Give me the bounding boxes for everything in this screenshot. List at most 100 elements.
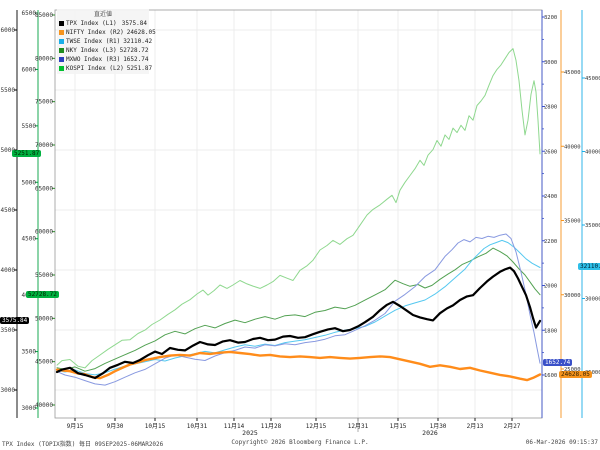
axis-tick-label: 80000 [35, 55, 53, 62]
axis-tick-label: 5000 [1, 147, 16, 154]
axis-tick-label: 3000 [22, 405, 37, 412]
legend-swatch-icon [59, 30, 64, 35]
series-line-twse [56, 239, 541, 376]
axis-tick-label: 25000 [585, 370, 600, 376]
footer-copyright: Copyright© 2026 Bloomberg Finance L.P. [231, 439, 369, 446]
x-tick-label: 10月15 [144, 423, 166, 430]
last-value-badge-twse: 32110.42 [578, 263, 600, 270]
legend-item-label: KOSPI Index (L2) [66, 65, 124, 72]
legend-swatch-icon [59, 57, 64, 62]
axis-L2: 30003500400045005000550060006500 [22, 10, 39, 418]
series-line-tpx [55, 266, 542, 380]
last-value-badge-mxwo: 1652.74 [543, 359, 573, 366]
axis-tick-label: 45000 [564, 70, 581, 76]
x-tick-label: 11月14 [223, 423, 245, 430]
axis-tick-label: 4000 [1, 267, 16, 274]
x-tick-label: 11月28 [260, 423, 282, 430]
last-value-badge-nifty: 24628.05 [559, 371, 592, 378]
legend-header: 直近値 [93, 11, 112, 18]
chart-legend: 直近値 TPX Index (L1) 3575.84 NIFTY Index (R2… [57, 9, 156, 74]
axis-tick-label: 5500 [22, 123, 37, 130]
axis-R2: 25000 30000 35000 40000 45000 [560, 10, 581, 418]
series-line-kospi [56, 48, 541, 369]
x-tick-label: 10月31 [186, 423, 208, 430]
last-value-badge-tpx: 3575.84 [0, 317, 30, 324]
axis-tick-label: 35000 [564, 219, 581, 225]
axis-R1: 25000 30000 35000 40000 45000 [581, 10, 600, 418]
x-axis-ticks [74, 418, 513, 432]
axis-tick-label: 2200 [544, 239, 557, 245]
x-year-label: 2025 [242, 429, 258, 437]
axis-tick-label: 6500 [22, 10, 37, 17]
axis-tick-label: 3000 [1, 387, 16, 394]
legend-item-value: 52728.72 [119, 47, 149, 54]
x-tick-label: 9月15 [66, 423, 84, 430]
axis-R3: 1600 1800 2000 2200 2400 2600 2800 3000 3200 [541, 10, 557, 418]
legend-item-nifty[interactable]: NIFTY Index (R2) 24628.05 [59, 28, 156, 37]
series-line-nifty [55, 350, 542, 382]
axis-tick-label: 2800 [544, 105, 557, 111]
legend-item-value: 3575.84 [121, 20, 147, 27]
axis-tick-label: 3500 [22, 349, 37, 356]
axis-tick-label: 85000 [35, 12, 53, 19]
legend-item-value: 1652.74 [123, 56, 149, 63]
axis-tick-label: 45000 [35, 359, 53, 366]
axis-tick-label: 1800 [544, 328, 557, 334]
axis-tick-label: 50000 [35, 315, 53, 322]
legend-swatch-icon [59, 66, 64, 71]
axis-tick-label: 35000 [585, 223, 600, 229]
series-line-mxwo [56, 233, 541, 386]
legend-item-twse[interactable]: TWSE Index (R1) 32110.42 [59, 37, 152, 46]
axis-tick-label: 30000 [564, 293, 581, 299]
legend-item-label: NKY Index (L3) [66, 47, 117, 54]
axis-tick-label: 60000 [35, 229, 53, 236]
legend-item-label: TWSE Index (R1) [66, 38, 121, 45]
axis-tick-label: 70000 [35, 142, 53, 149]
axis-tick-label: 30000 [585, 297, 600, 303]
axis-tick-label: 40000 [35, 402, 53, 409]
legend-item-nky[interactable]: NKY Index (L3) 52728.72 [59, 46, 149, 55]
x-year-label: 2026 [422, 429, 438, 437]
axis-tick-label: 25000 [564, 367, 581, 373]
x-tick-label: 9月30 [106, 423, 124, 430]
x-tick-label: 2月13 [466, 423, 484, 430]
x-tick-label: 12月15 [305, 423, 327, 430]
legend-swatch-icon [59, 21, 64, 26]
last-value-badge-nky: 52728.72 [26, 291, 59, 298]
axis-tick-label: 75000 [35, 99, 53, 106]
legend-swatch-icon [59, 39, 64, 44]
legend-swatch-icon [59, 48, 64, 53]
legend-item-label: MXWO Index (R3) [66, 56, 121, 63]
axis-L1: 3000 3500 4000 4500 5000 5500 6000 [1, 10, 18, 418]
legend-item-value: 5251.87 [126, 65, 153, 72]
axis-tick-label: 45000 [585, 76, 600, 82]
axis-tick-label: 6000 [1, 27, 16, 34]
axis-tick-label: 2400 [544, 194, 557, 200]
series-line-nky [56, 247, 541, 372]
legend-item-value: 32110.42 [123, 38, 153, 45]
footer-timestamp: 06-Mar-2026 09:15:37 [525, 439, 598, 446]
axis-tick-label: 65000 [35, 185, 53, 192]
x-tick-label: 1月15 [389, 423, 407, 430]
axis-tick-label: 3000 [544, 60, 557, 66]
legend-item-tpx[interactable]: TPX Index (L1) 3575.84 [59, 19, 147, 28]
axis-tick-label: 3500 [1, 327, 16, 334]
axis-tick-label: 4500 [1, 207, 16, 214]
axis-tick-label: 2000 [544, 284, 557, 290]
axis-tick-label: 6000 [22, 66, 37, 73]
axis-tick-label: 55000 [35, 272, 53, 279]
legend-item-value: 24628.05 [126, 29, 156, 36]
legend-item-label: TPX Index (L1) [66, 20, 117, 27]
axis-tick-label: 1600 [544, 373, 557, 379]
axis-L3: 40000 45000 50000 55000 60000 65000 70000 75000… [35, 12, 55, 409]
legend-item-label: NIFTY Index (R2) [66, 29, 124, 36]
axis-tick-label: 2600 [544, 149, 557, 155]
legend-item-mxwo[interactable]: MXWO Index (R3) 1652.74 [59, 55, 149, 64]
x-tick-label: 12月31 [347, 423, 369, 430]
legend-item-kospi[interactable]: KOSPI Index (L2) 5251.87 [59, 64, 152, 73]
x-tick-label: 1月30 [429, 423, 447, 430]
axis-tick-label: 5500 [1, 87, 16, 94]
axis-tick-label: 3200 [544, 15, 557, 21]
